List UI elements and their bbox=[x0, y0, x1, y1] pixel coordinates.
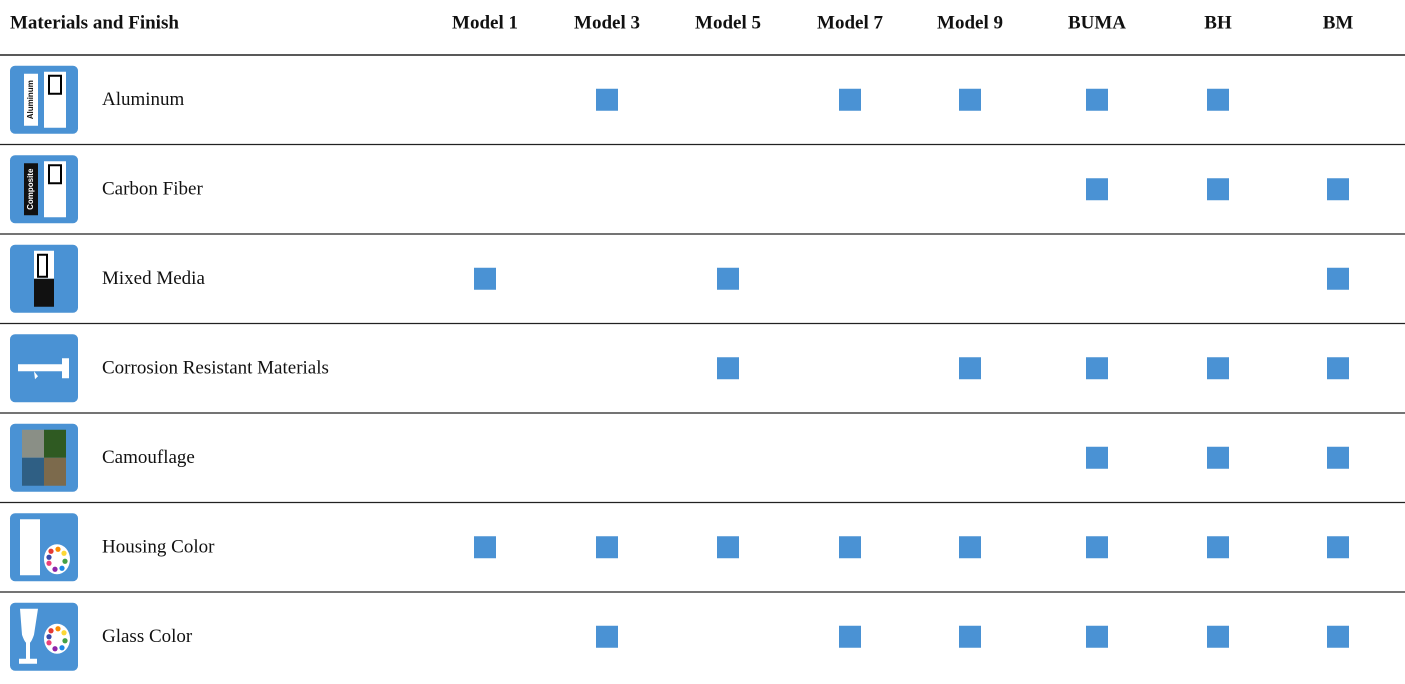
availability-mark bbox=[1207, 625, 1229, 648]
palette-dot bbox=[52, 566, 58, 572]
availability-mark bbox=[596, 88, 618, 111]
header-cell: Model 1 bbox=[452, 12, 518, 33]
row-icon bbox=[10, 334, 78, 403]
icon-frame bbox=[48, 74, 62, 95]
icon-strip bbox=[44, 161, 66, 218]
availability-mark bbox=[596, 625, 618, 648]
header-cell: Model 7 bbox=[817, 12, 883, 33]
camo bbox=[44, 429, 66, 458]
availability-mark bbox=[596, 536, 618, 559]
row-icon bbox=[10, 513, 78, 582]
availability-mark bbox=[1327, 446, 1349, 469]
icon-strip bbox=[44, 71, 66, 128]
header-cell: BH bbox=[1204, 12, 1232, 33]
availability-mark bbox=[1086, 446, 1108, 469]
availability-mark bbox=[839, 88, 861, 111]
palette-dot bbox=[55, 546, 61, 552]
palette-dot bbox=[62, 638, 68, 644]
row-icon bbox=[10, 244, 78, 313]
row-icon bbox=[10, 602, 78, 671]
palette-dot bbox=[59, 645, 65, 651]
icon-drip bbox=[34, 371, 38, 380]
header-cell: BUMA bbox=[1068, 12, 1126, 33]
availability-mark bbox=[1207, 178, 1229, 201]
row-label: Camouflage bbox=[102, 447, 195, 468]
availability-mark bbox=[1327, 178, 1349, 201]
availability-mark bbox=[839, 625, 861, 648]
availability-mark bbox=[1086, 357, 1108, 380]
availability-mark bbox=[1207, 357, 1229, 380]
availability-mark bbox=[1086, 625, 1108, 648]
row-label: Mixed Media bbox=[102, 268, 205, 289]
palette-dot bbox=[62, 558, 68, 564]
availability-mark bbox=[1327, 536, 1349, 559]
availability-mark bbox=[1207, 88, 1229, 111]
header-cell: Model 3 bbox=[574, 12, 640, 33]
availability-mark bbox=[1086, 536, 1108, 559]
palette-dot bbox=[46, 554, 52, 560]
row-icon bbox=[10, 423, 78, 492]
availability-mark bbox=[839, 536, 861, 559]
icon-strip bbox=[34, 278, 54, 307]
availability-mark bbox=[1327, 267, 1349, 290]
icon-pipe bbox=[62, 358, 69, 379]
availability-mark bbox=[474, 536, 496, 559]
row-label: Corrosion Resistant Materials bbox=[102, 358, 329, 379]
availability-mark bbox=[1086, 178, 1108, 201]
palette-dot bbox=[46, 634, 52, 640]
row-label: Carbon Fiber bbox=[102, 179, 203, 200]
availability-mark bbox=[1086, 88, 1108, 111]
row-label: Aluminum bbox=[102, 89, 185, 110]
availability-mark bbox=[1207, 536, 1229, 559]
palette-dot bbox=[61, 630, 67, 636]
icon-text: Composite bbox=[26, 168, 35, 210]
icon-pipe bbox=[18, 364, 64, 372]
availability-mark bbox=[959, 536, 981, 559]
header-cell: BM bbox=[1323, 12, 1354, 33]
palette-dot bbox=[48, 548, 54, 554]
icon-strip bbox=[20, 519, 40, 576]
availability-mark bbox=[717, 357, 739, 380]
header-cell: Materials and Finish bbox=[10, 12, 179, 33]
availability-mark bbox=[717, 267, 739, 290]
row-icon: Composite bbox=[10, 155, 78, 224]
row-icon: Aluminum bbox=[10, 65, 78, 134]
header-cell: Model 5 bbox=[695, 12, 761, 33]
camo bbox=[22, 457, 44, 486]
header-cell: Model 9 bbox=[937, 12, 1003, 33]
icon-frame bbox=[37, 253, 48, 278]
palette-dot bbox=[55, 626, 61, 632]
availability-mark bbox=[474, 267, 496, 290]
icon-frame bbox=[48, 164, 62, 185]
row-label: Glass Color bbox=[102, 626, 193, 647]
icon-strip bbox=[24, 163, 38, 216]
palette-dot bbox=[61, 550, 67, 556]
availability-mark bbox=[959, 88, 981, 111]
palette-dot bbox=[48, 628, 54, 634]
camo bbox=[44, 457, 66, 486]
availability-mark bbox=[717, 536, 739, 559]
availability-mark bbox=[959, 625, 981, 648]
palette-dot bbox=[46, 640, 52, 646]
availability-mark bbox=[1327, 357, 1349, 380]
palette-dot bbox=[52, 646, 58, 652]
icon-strip bbox=[24, 73, 38, 126]
availability-mark bbox=[1327, 625, 1349, 648]
palette-dot bbox=[59, 565, 65, 571]
availability-mark bbox=[1207, 446, 1229, 469]
icon-text: Aluminum bbox=[26, 80, 35, 119]
icon-glass bbox=[19, 608, 38, 664]
row-label: Housing Color bbox=[102, 537, 215, 558]
camo bbox=[22, 429, 44, 458]
palette-dot bbox=[46, 560, 52, 566]
availability-mark bbox=[959, 357, 981, 380]
